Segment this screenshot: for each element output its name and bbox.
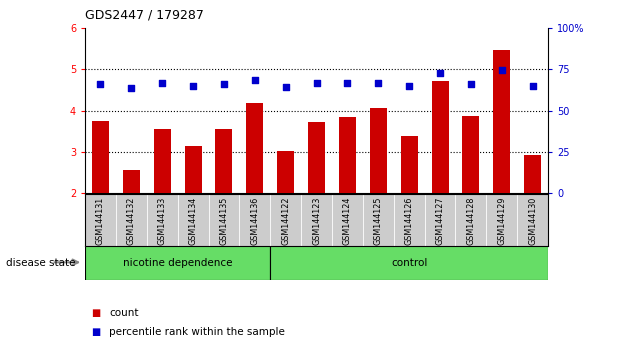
Text: GSM144126: GSM144126 [404,196,414,245]
Text: GSM144123: GSM144123 [312,196,321,245]
Text: GSM144131: GSM144131 [96,196,105,245]
Point [219,81,229,87]
Bar [493,50,510,193]
Text: GSM144134: GSM144134 [188,196,198,245]
Bar [277,150,294,193]
Bar [92,121,109,193]
Point [126,85,137,91]
Text: nicotine dependence: nicotine dependence [123,258,232,268]
Text: GSM144125: GSM144125 [374,196,383,245]
Point [249,77,260,82]
Point [96,81,106,87]
Point [373,80,383,85]
Text: GSM144124: GSM144124 [343,196,352,245]
Bar [185,145,202,193]
Bar [432,81,449,193]
Text: GSM144130: GSM144130 [528,196,537,245]
Text: control: control [391,258,427,268]
Point [435,70,445,76]
Bar [270,246,548,280]
Point [158,80,168,85]
Bar [215,129,232,193]
Text: GSM144133: GSM144133 [158,196,167,245]
Text: GSM144127: GSM144127 [435,196,445,245]
Point [281,84,291,90]
Point [188,83,198,89]
Text: count: count [109,308,139,318]
Point [527,83,537,89]
Bar [308,122,325,193]
Bar [370,108,387,193]
Text: GSM144122: GSM144122 [281,196,290,245]
Point [466,81,476,87]
Bar [123,170,140,193]
Text: GSM144128: GSM144128 [466,196,476,245]
Point [312,80,322,85]
Text: GSM144135: GSM144135 [219,196,229,245]
Point [404,83,415,89]
Text: percentile rank within the sample: percentile rank within the sample [109,327,285,337]
Text: GSM144136: GSM144136 [250,196,260,245]
Bar [401,136,418,193]
Text: ■: ■ [91,308,101,318]
Bar [339,117,356,193]
Bar [524,155,541,193]
Bar [85,246,270,280]
Text: disease state: disease state [6,258,76,268]
Bar [246,103,263,193]
Text: GSM144129: GSM144129 [497,196,507,245]
Text: ■: ■ [91,327,101,337]
Bar [154,129,171,193]
Text: GDS2447 / 179287: GDS2447 / 179287 [85,9,204,22]
Bar [462,115,479,193]
Point [343,80,353,85]
Point [496,68,507,73]
Text: GSM144132: GSM144132 [127,196,136,245]
